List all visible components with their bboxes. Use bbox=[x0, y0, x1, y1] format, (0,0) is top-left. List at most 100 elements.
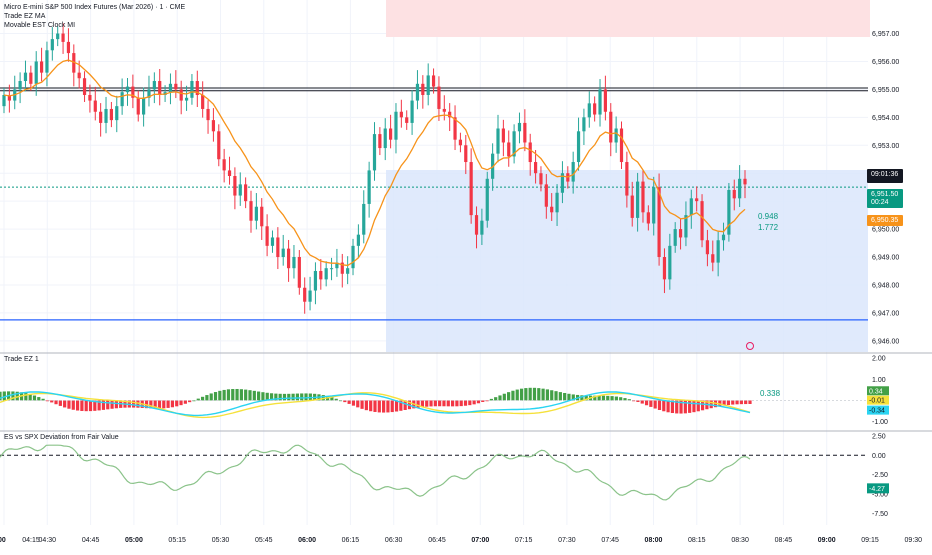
histogram-bar bbox=[420, 400, 425, 408]
indicator-clock[interactable]: Movable EST Clock MI bbox=[4, 22, 76, 29]
histogram-bar bbox=[50, 400, 54, 403]
candle-body bbox=[72, 53, 76, 73]
histogram-bar bbox=[632, 400, 636, 402]
histogram-bar bbox=[106, 400, 110, 410]
pane-label-trade-ez[interactable]: Trade EZ 1 bbox=[4, 356, 39, 363]
histogram-bar bbox=[438, 400, 442, 407]
histogram-bar bbox=[718, 400, 722, 407]
histogram-bar bbox=[528, 387, 532, 401]
histogram-bar bbox=[28, 394, 32, 401]
ma-price-label-text: 6,950.35 bbox=[871, 217, 898, 224]
histogram-bar bbox=[481, 400, 485, 402]
red-zone-rectangle bbox=[386, 0, 870, 37]
histogram-bar bbox=[731, 400, 735, 405]
pane-label-deviation[interactable]: ES vs SPX Deviation from Fair Value bbox=[4, 434, 119, 441]
histogram-bar bbox=[11, 391, 15, 401]
histogram-bar bbox=[41, 398, 45, 401]
indicator-trade-ez-ma[interactable]: Trade EZ MA bbox=[4, 13, 46, 20]
histogram-bar bbox=[386, 400, 390, 413]
histogram-bar bbox=[450, 400, 455, 407]
histogram-bar bbox=[584, 395, 588, 401]
candle-body bbox=[367, 170, 371, 204]
histogram-bar bbox=[282, 393, 287, 401]
candle-body bbox=[619, 128, 624, 163]
candle-body bbox=[695, 198, 699, 202]
histogram-bar bbox=[700, 400, 705, 411]
candle-body bbox=[716, 240, 720, 263]
candle-body bbox=[721, 234, 726, 241]
histogram-bar bbox=[636, 400, 640, 402]
oscillator-line-cyan bbox=[0, 391, 751, 417]
histogram-bar bbox=[550, 390, 554, 401]
candle-body bbox=[700, 201, 704, 241]
time-axis-label: 06:30 bbox=[385, 537, 403, 544]
histogram-bar bbox=[209, 393, 213, 401]
price-axis-label: 6,956.00 bbox=[872, 59, 899, 66]
candle-body bbox=[29, 72, 33, 84]
histogram-bar bbox=[679, 400, 683, 414]
time-axis-label: 05:45 bbox=[255, 537, 273, 544]
histogram-bar bbox=[93, 400, 97, 411]
candle-body bbox=[190, 81, 194, 98]
histogram-bar bbox=[257, 391, 261, 401]
price-axis-label: 6,946.00 bbox=[872, 338, 899, 345]
histogram-bar bbox=[67, 400, 71, 409]
candle-body bbox=[442, 108, 446, 112]
candle-body bbox=[517, 122, 522, 132]
histogram-bar bbox=[696, 400, 700, 412]
price-axis-label: 6,949.00 bbox=[872, 255, 899, 262]
histogram-bar bbox=[213, 392, 218, 401]
histogram-bar bbox=[739, 400, 743, 405]
histogram-bar bbox=[567, 393, 571, 401]
candle-body bbox=[120, 92, 124, 107]
candle-body bbox=[603, 89, 607, 112]
candle-body bbox=[265, 226, 269, 246]
candle-body bbox=[469, 162, 473, 216]
candle-body bbox=[56, 33, 60, 40]
histogram-bar bbox=[231, 389, 235, 401]
histogram-bar bbox=[54, 400, 58, 405]
chart-legend: Micro E-mini S&P 500 Index Futures (Mar … bbox=[4, 3, 185, 30]
candle-body bbox=[88, 94, 92, 101]
histogram-bar bbox=[295, 393, 300, 401]
candle-body bbox=[244, 184, 248, 202]
histogram-bar bbox=[593, 395, 597, 401]
histogram-bar bbox=[597, 395, 601, 401]
histogram-bar bbox=[71, 400, 75, 410]
histogram-bar bbox=[157, 400, 162, 409]
candle-body bbox=[405, 117, 409, 123]
candle-body bbox=[276, 237, 280, 258]
candle-body bbox=[539, 173, 543, 185]
time-axis-label: 05:00 bbox=[125, 537, 143, 544]
symbol-title[interactable]: Micro E-mini S&P 500 Index Futures (Mar … bbox=[4, 4, 186, 11]
candle-body bbox=[480, 220, 484, 235]
candle-body bbox=[222, 159, 226, 171]
histogram-bar bbox=[192, 400, 196, 402]
last-price-label-text: 00:24 bbox=[871, 199, 889, 206]
histogram-bar bbox=[287, 393, 291, 401]
candle-body bbox=[303, 287, 307, 302]
histogram-bar bbox=[218, 390, 222, 401]
oscillator-value-tag bbox=[867, 395, 889, 405]
candle-body bbox=[99, 111, 103, 123]
candle-body bbox=[555, 192, 559, 213]
histogram-bar bbox=[494, 397, 498, 401]
candle-body bbox=[711, 254, 715, 263]
candle-body bbox=[206, 108, 210, 121]
candle-body bbox=[142, 97, 146, 115]
candle-body bbox=[453, 117, 457, 140]
time-axis-label: 04:45 bbox=[82, 537, 100, 544]
histogram-bar bbox=[735, 400, 739, 405]
histogram-bar bbox=[360, 400, 364, 409]
histogram-bar bbox=[196, 398, 200, 401]
histogram-bar bbox=[179, 400, 183, 406]
histogram-bar bbox=[507, 392, 511, 401]
candle-body bbox=[399, 111, 403, 118]
histogram-bar bbox=[675, 400, 679, 414]
alert-icon bbox=[746, 342, 754, 350]
histogram-bar bbox=[15, 391, 19, 401]
histogram-bar bbox=[459, 400, 463, 407]
histogram-bar bbox=[278, 393, 282, 401]
candle-body bbox=[109, 108, 113, 121]
